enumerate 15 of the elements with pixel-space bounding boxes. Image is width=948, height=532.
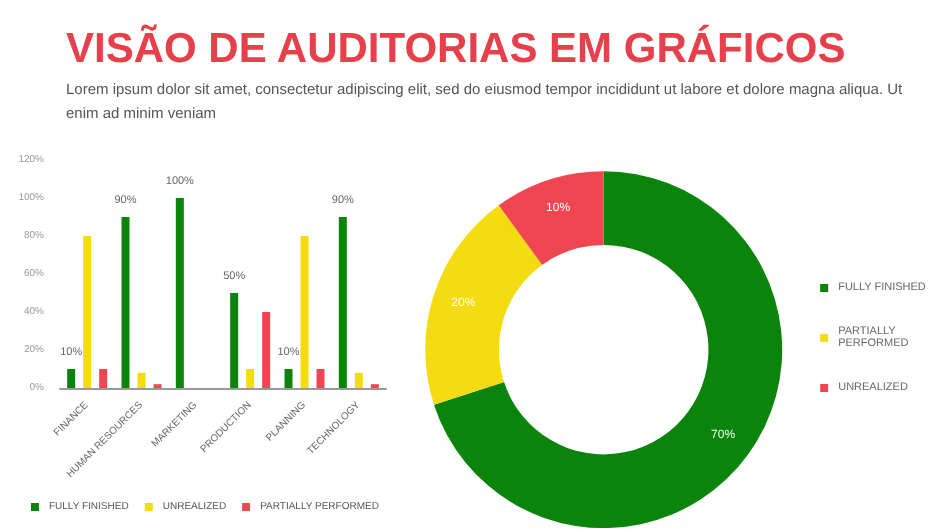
bar bbox=[338, 217, 347, 388]
bar bbox=[137, 372, 146, 388]
bar bbox=[246, 369, 255, 388]
bar bbox=[230, 293, 239, 388]
bar bbox=[83, 236, 92, 388]
bar bbox=[354, 372, 363, 388]
bar bbox=[99, 369, 108, 388]
bar bbox=[316, 369, 325, 388]
bar bbox=[284, 369, 293, 388]
bar bbox=[262, 312, 271, 388]
bar bbox=[300, 236, 309, 388]
bar bbox=[121, 217, 130, 388]
bar bbox=[67, 369, 76, 388]
bar bbox=[175, 198, 184, 388]
chart-title: VISÃO DE AUDITORIAS EM GRÁFICOS bbox=[66, 26, 846, 74]
